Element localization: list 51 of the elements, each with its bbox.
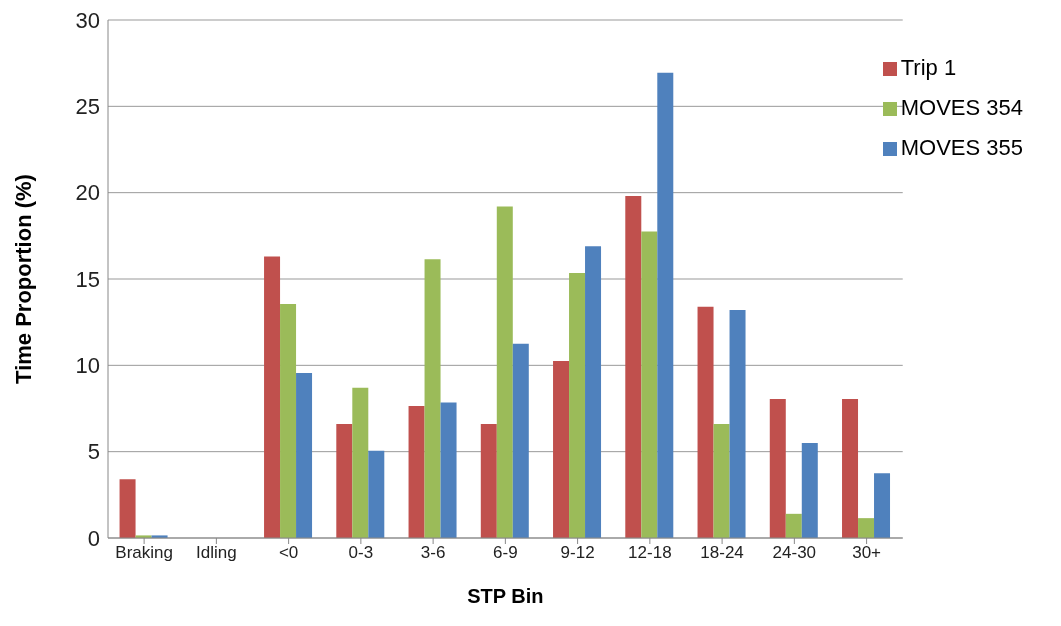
y-tick-label: 25 — [75, 94, 100, 120]
y-axis-title: Time Proportion (%) — [10, 174, 36, 384]
bar — [264, 256, 281, 538]
bar — [496, 206, 513, 538]
y-tick-label: 0 — [87, 525, 100, 551]
bar — [368, 450, 385, 538]
legend-label: MOVES 354 — [900, 95, 1023, 120]
x-tick-label: Idling — [196, 543, 237, 563]
x-tick-label: Braking — [115, 543, 173, 563]
x-tick-label: 12-18 — [628, 543, 672, 563]
bar — [641, 231, 658, 538]
y-tick-label: 5 — [87, 439, 100, 465]
y-tick-label: 10 — [75, 353, 100, 379]
x-tick-label: 24-30 — [772, 543, 817, 563]
bar — [713, 424, 730, 538]
bar — [569, 272, 586, 538]
bar — [512, 343, 529, 538]
bar — [553, 361, 570, 538]
legend-label: Trip 1 — [900, 55, 957, 80]
x-tick-label: 6-9 — [493, 543, 518, 563]
y-tick-label: 30 — [75, 7, 100, 33]
bar — [119, 479, 136, 538]
x-tick-label: 3-6 — [420, 543, 446, 563]
bar — [336, 424, 353, 538]
legend-label: MOVES 355 — [900, 135, 1023, 160]
y-tick-label: 15 — [75, 266, 100, 292]
bar — [352, 387, 369, 538]
bar — [801, 443, 818, 538]
bar — [480, 424, 497, 538]
bar — [440, 402, 457, 538]
bar — [697, 306, 714, 538]
bar — [625, 196, 642, 538]
bar — [769, 399, 786, 538]
bar — [585, 246, 602, 538]
bar — [842, 399, 859, 538]
bar — [657, 72, 674, 538]
bar — [729, 310, 746, 538]
x-tick-label: <0 — [278, 543, 299, 563]
x-tick-label: 0-3 — [348, 543, 374, 563]
x-tick-label: 18-24 — [700, 543, 744, 563]
bar — [424, 259, 441, 538]
x-tick-label: 9-12 — [560, 543, 595, 563]
bar — [296, 373, 313, 538]
bar — [408, 405, 425, 538]
x-axis-title: STP Bin — [467, 585, 544, 607]
y-tick-label: 20 — [75, 180, 100, 206]
bar — [785, 513, 802, 538]
bar — [280, 304, 297, 538]
bar — [874, 473, 891, 538]
bar — [858, 518, 875, 538]
x-tick-label: 30+ — [852, 543, 882, 563]
